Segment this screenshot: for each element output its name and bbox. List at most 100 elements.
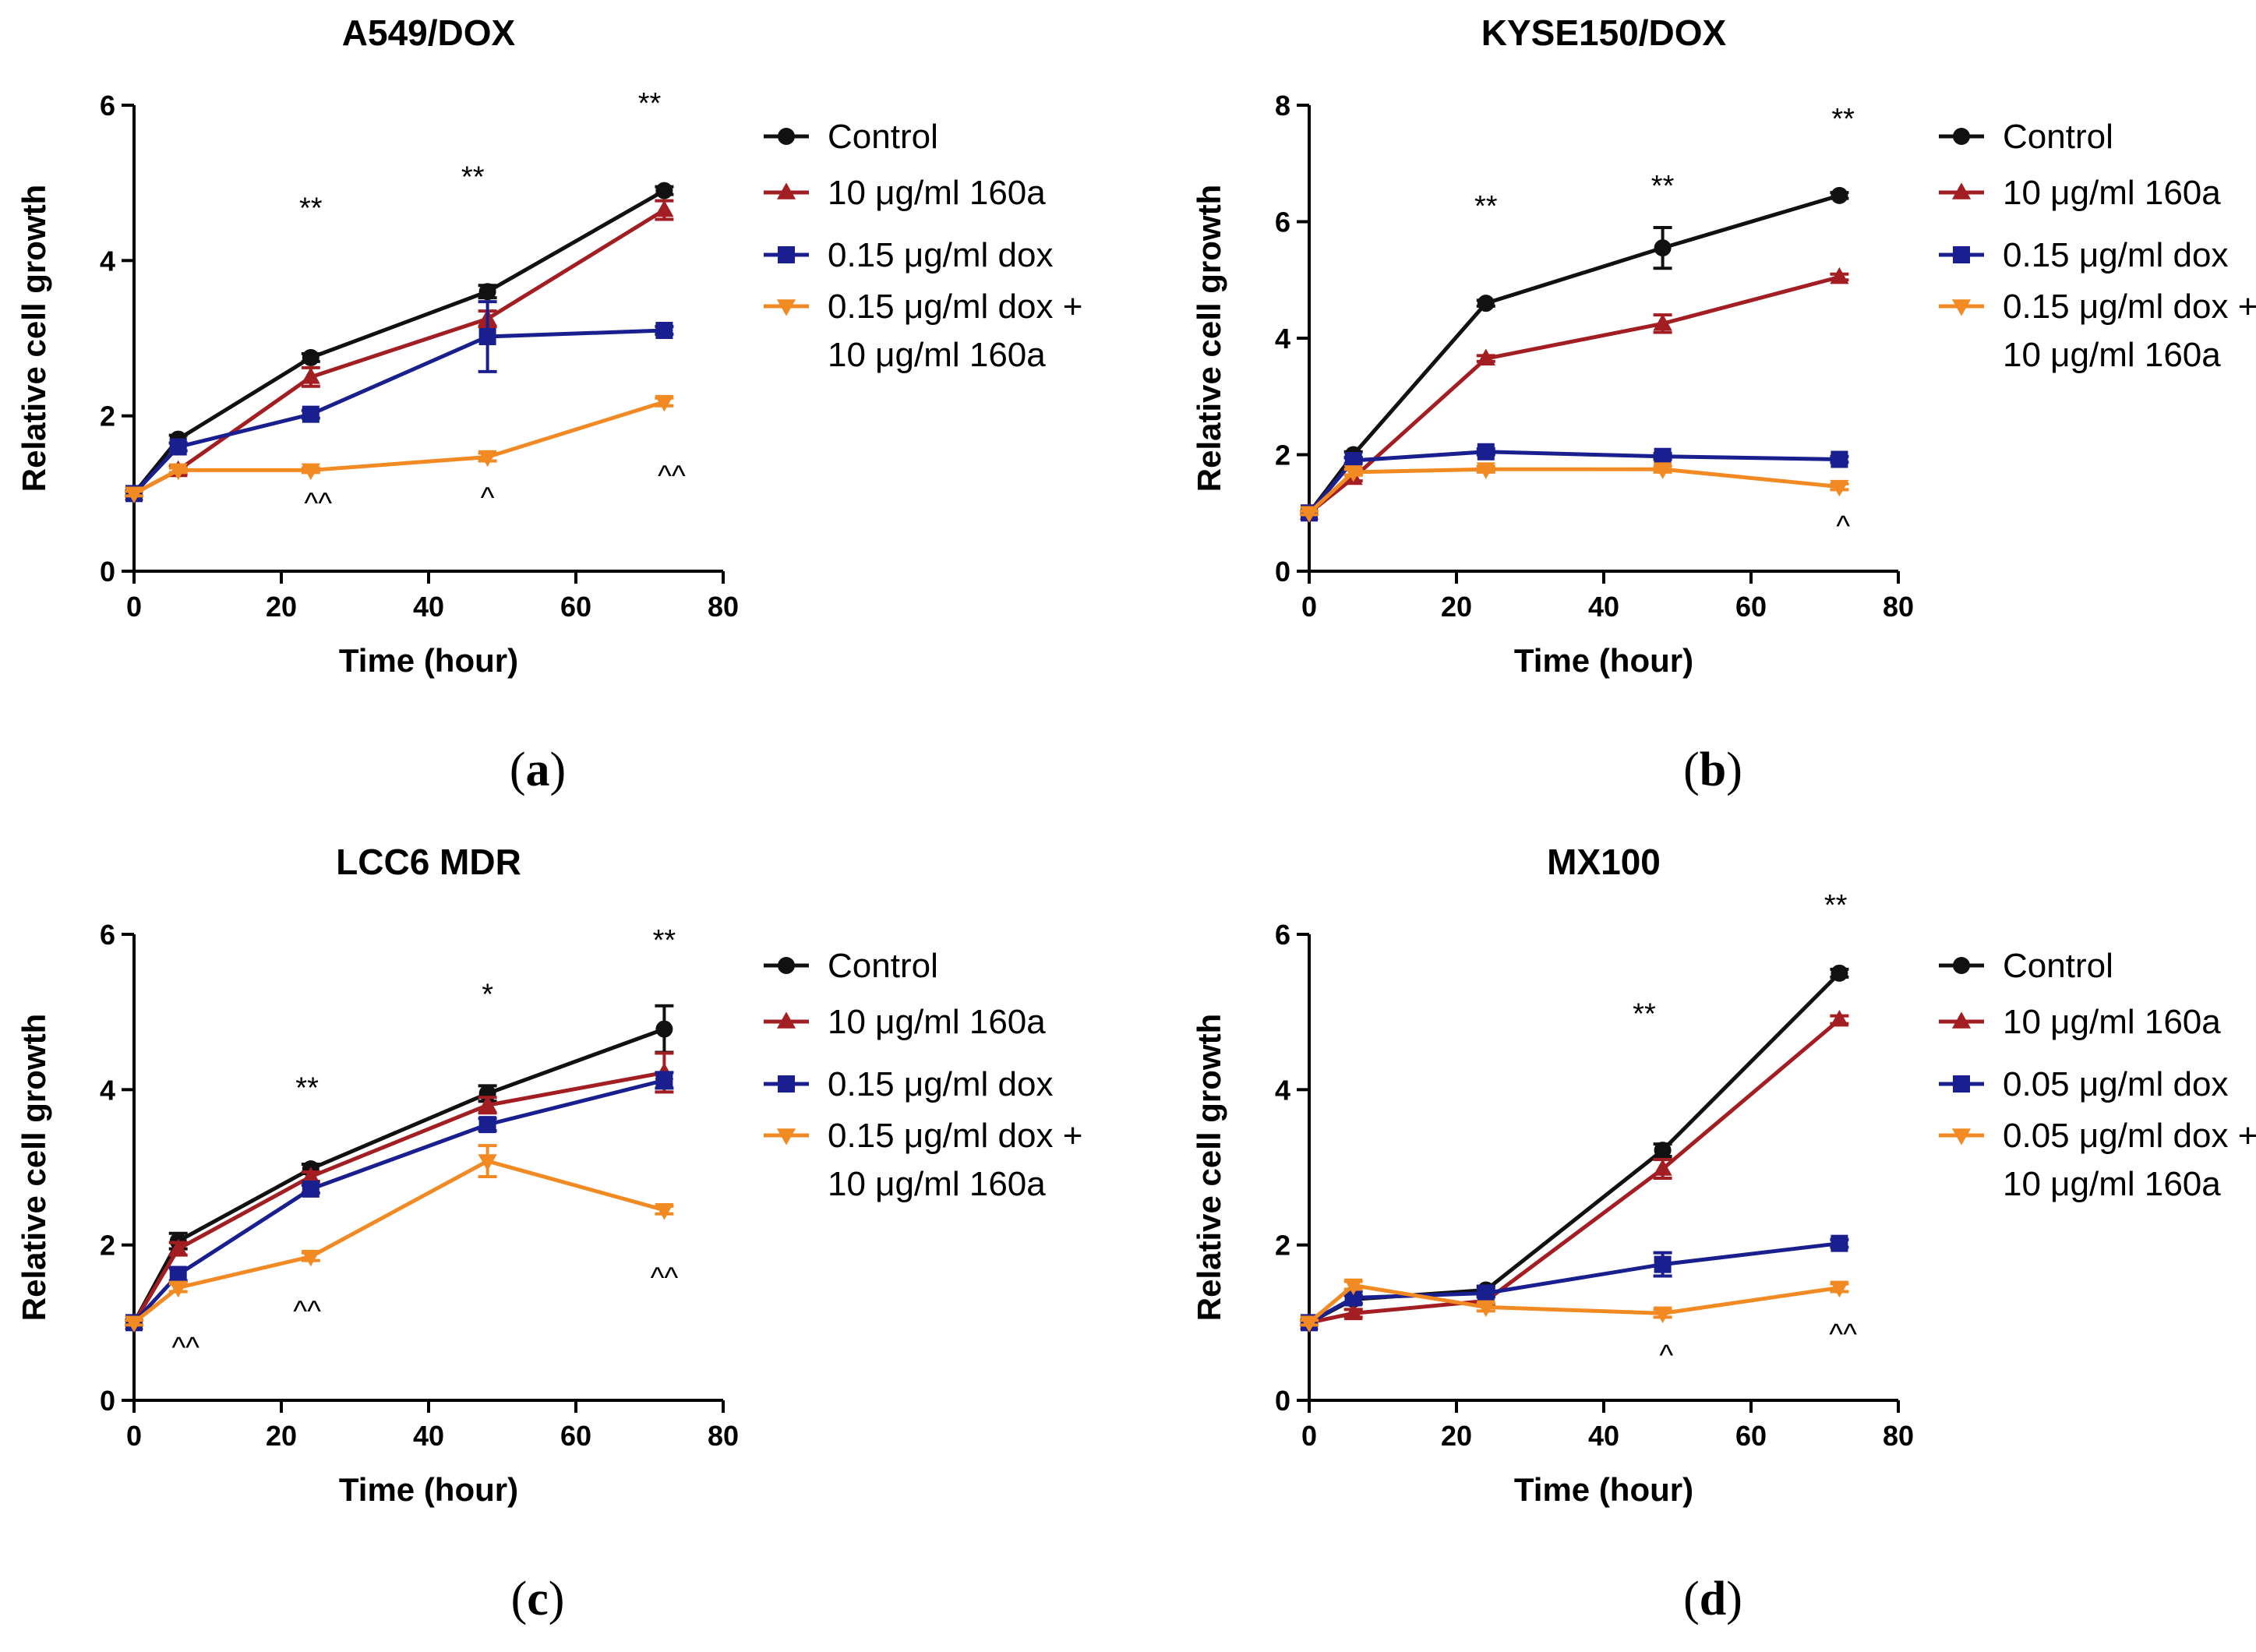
legend-swatch-marker (778, 246, 795, 263)
x-tick-label: 0 (126, 591, 142, 623)
legend-label: 0.15 μg/ml dox (2003, 236, 2229, 274)
data-point (301, 463, 320, 481)
data-point (478, 1154, 497, 1171)
x-axis-label: Time (hour) (339, 642, 518, 679)
y-tick-label: 0 (1275, 556, 1290, 588)
series-combo (124, 1144, 674, 1333)
x-tick-label: 80 (1883, 591, 1914, 623)
data-point (1654, 1255, 1672, 1273)
y-tick-label: 0 (1275, 1385, 1290, 1417)
data-point (302, 348, 320, 366)
data-point (1654, 447, 1672, 465)
significance-annotation: ^ (1659, 1340, 1673, 1372)
x-tick-label: 20 (1441, 1420, 1472, 1452)
x-tick-label: 60 (560, 591, 591, 623)
series-line (132, 208, 666, 496)
x-tick-label: 60 (1735, 591, 1767, 623)
data-point (124, 486, 144, 503)
series-line (132, 1159, 666, 1325)
legend: Control 10 μg/ml 160a 0.15 μg/ml dox 0.15 μ… (764, 947, 1082, 1203)
significance-annotation: ^^ (651, 1262, 679, 1294)
y-tick-label: 4 (1275, 1074, 1290, 1106)
data-point (1344, 1289, 1362, 1307)
panel-a: A549/DOX 0 2 4 6 0 20 40 60 80 Time (hour) Relative… (0, 0, 1128, 823)
data-point (1343, 1278, 1363, 1296)
data-point (302, 405, 320, 423)
y-tick-label: 4 (100, 1074, 115, 1106)
data-point (169, 438, 187, 456)
data-point (478, 1095, 497, 1113)
x-tick-label: 0 (1301, 591, 1317, 623)
y-axis-label: Relative cell growth (16, 185, 52, 492)
legend-swatch-marker (776, 1011, 796, 1029)
legend-item-treat160a: 10 μg/ml 160a (1939, 174, 2221, 212)
series-line (1308, 1283, 1840, 1325)
legend-item-control: Control (764, 947, 938, 985)
x-axis-label: Time (hour) (1514, 642, 1693, 679)
data-point (1476, 348, 1495, 365)
series-dox (1300, 443, 1849, 522)
series-dox (1300, 1234, 1849, 1332)
x-tick-label: 40 (413, 1420, 444, 1452)
legend-swatch-marker (776, 1128, 796, 1145)
data-point (655, 182, 673, 199)
panel-label: (c) (511, 1573, 565, 1626)
legend-item-combo: 0.15 μg/ml dox +10 μg/ml 160a (764, 288, 1082, 374)
panel-label: (d) (1683, 1573, 1742, 1626)
legend: Control 10 μg/ml 160a 0.15 μg/ml dox 0.15 μ… (764, 118, 1082, 374)
legend-label: 0.15 μg/ml dox (828, 1065, 1054, 1103)
legend-item-treat160a: 10 μg/ml 160a (1939, 1003, 2221, 1041)
x-tick-label: 60 (1735, 1420, 1767, 1452)
series-combo (124, 394, 674, 503)
data-point (168, 463, 188, 481)
significance-annotation: ^^ (171, 1332, 199, 1364)
legend-label: 10 μg/ml 160a (2003, 1003, 2221, 1041)
data-point (655, 394, 674, 412)
y-tick-label: 4 (1275, 323, 1290, 355)
legend-item-combo: 0.15 μg/ml dox +10 μg/ml 160a (764, 1117, 1082, 1203)
series-line (132, 1070, 665, 1324)
significance-annotation: ^^ (1829, 1318, 1857, 1351)
data-point (655, 1071, 673, 1089)
legend: Control 10 μg/ml 160a 0.05 μg/ml dox 0.05 μ… (1939, 947, 2256, 1203)
significance-annotation: ** (1633, 998, 1656, 1031)
data-point (1477, 295, 1495, 312)
legend-swatch-marker (1951, 1011, 1972, 1029)
data-point (1654, 1142, 1672, 1160)
legend: Control 10 μg/ml 160a 0.15 μg/ml dox 0.15 μ… (1939, 118, 2256, 374)
data-point (655, 1203, 674, 1220)
panel-b: KYSE150/DOX 0 2 4 6 8 0 20 40 60 80 Time (hour) Rela… (1175, 0, 2256, 823)
y-tick-label: 6 (1275, 919, 1290, 951)
legend-label: 0.05 μg/ml dox (2003, 1065, 2229, 1103)
legend-label: 0.15 μg/ml dox (828, 236, 1054, 274)
legend-item-control: Control (1939, 947, 2113, 985)
legend-label: 10 μg/ml 160a (828, 174, 1046, 212)
legend-label: Control (828, 118, 938, 156)
data-point (655, 322, 673, 340)
data-point (124, 1315, 144, 1333)
x-tick-label: 80 (708, 591, 739, 623)
significance-annotation: ** (295, 1071, 319, 1104)
legend-swatch-marker (1953, 957, 1970, 974)
data-point (1476, 1300, 1495, 1318)
series-treat160a (1299, 1009, 1849, 1330)
legend-item-dox: 0.15 μg/ml dox (1939, 236, 2229, 274)
y-tick-label: 8 (1275, 90, 1290, 122)
significance-annotation: ** (1651, 170, 1675, 203)
legend-label: 0.15 μg/ml dox +10 μg/ml 160a (828, 1117, 1082, 1203)
data-point (1653, 313, 1672, 331)
data-point (478, 328, 496, 346)
data-point (301, 1249, 320, 1267)
y-tick-label: 6 (100, 90, 115, 122)
data-point (1831, 450, 1848, 468)
y-tick-label: 2 (1275, 1230, 1290, 1262)
data-point (1343, 465, 1363, 482)
y-axis-label: Relative cell growth (16, 1014, 52, 1321)
significance-annotation: ** (653, 924, 676, 957)
data-point (1476, 462, 1495, 479)
series-combo (1299, 462, 1849, 523)
data-point (302, 1180, 320, 1198)
